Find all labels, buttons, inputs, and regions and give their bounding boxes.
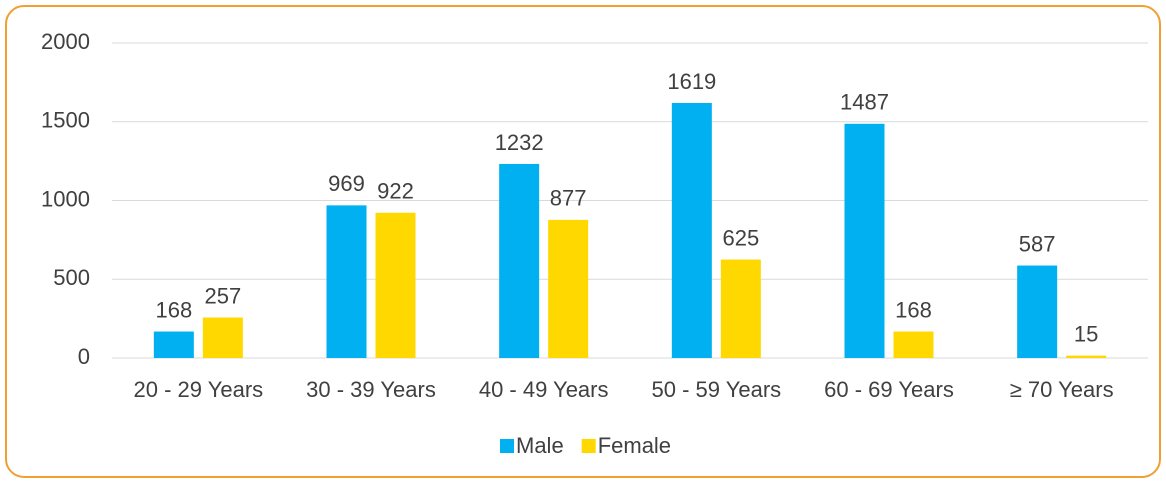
bar: [1066, 355, 1107, 358]
bar: [202, 317, 243, 358]
x-tick-label: 50 - 59 Years: [651, 377, 781, 402]
value-label: 969: [328, 171, 365, 196]
bar: [893, 331, 934, 358]
bar: [844, 123, 885, 358]
y-tick-label: 1500: [41, 108, 90, 133]
y-tick-label: 0: [78, 344, 90, 369]
x-tick-label: 30 - 39 Years: [306, 377, 436, 402]
legend-label: Male: [516, 433, 564, 458]
bar: [548, 219, 589, 358]
bar: [326, 205, 367, 358]
value-label: 15: [1074, 321, 1098, 346]
y-tick-label: 1000: [41, 186, 90, 211]
value-label: 168: [155, 297, 192, 322]
bar: [671, 103, 712, 358]
value-label: 587: [1019, 231, 1056, 256]
value-label: 1619: [667, 69, 716, 94]
x-tick-label: 20 - 29 Years: [133, 377, 263, 402]
x-tick-label: ≥ 70 Years: [1010, 377, 1114, 402]
legend-label: Female: [598, 433, 671, 458]
value-label: 1487: [840, 90, 889, 115]
value-label: 257: [204, 283, 241, 308]
bar: [499, 163, 540, 358]
legend-swatch: [500, 439, 514, 453]
x-tick-label: 60 - 69 Years: [824, 377, 954, 402]
value-label: 625: [722, 225, 759, 250]
value-label: 1232: [495, 130, 544, 155]
value-label: 922: [377, 179, 414, 204]
bar: [153, 331, 194, 358]
value-label: 168: [895, 297, 932, 322]
value-label: 877: [550, 186, 587, 211]
bar: [720, 259, 761, 358]
y-tick-label: 2000: [41, 29, 90, 54]
x-tick-label: 40 - 49 Years: [479, 377, 609, 402]
legend-swatch: [581, 439, 596, 453]
bar: [375, 212, 416, 358]
bar: [1017, 265, 1058, 358]
y-tick-label: 500: [53, 265, 90, 290]
